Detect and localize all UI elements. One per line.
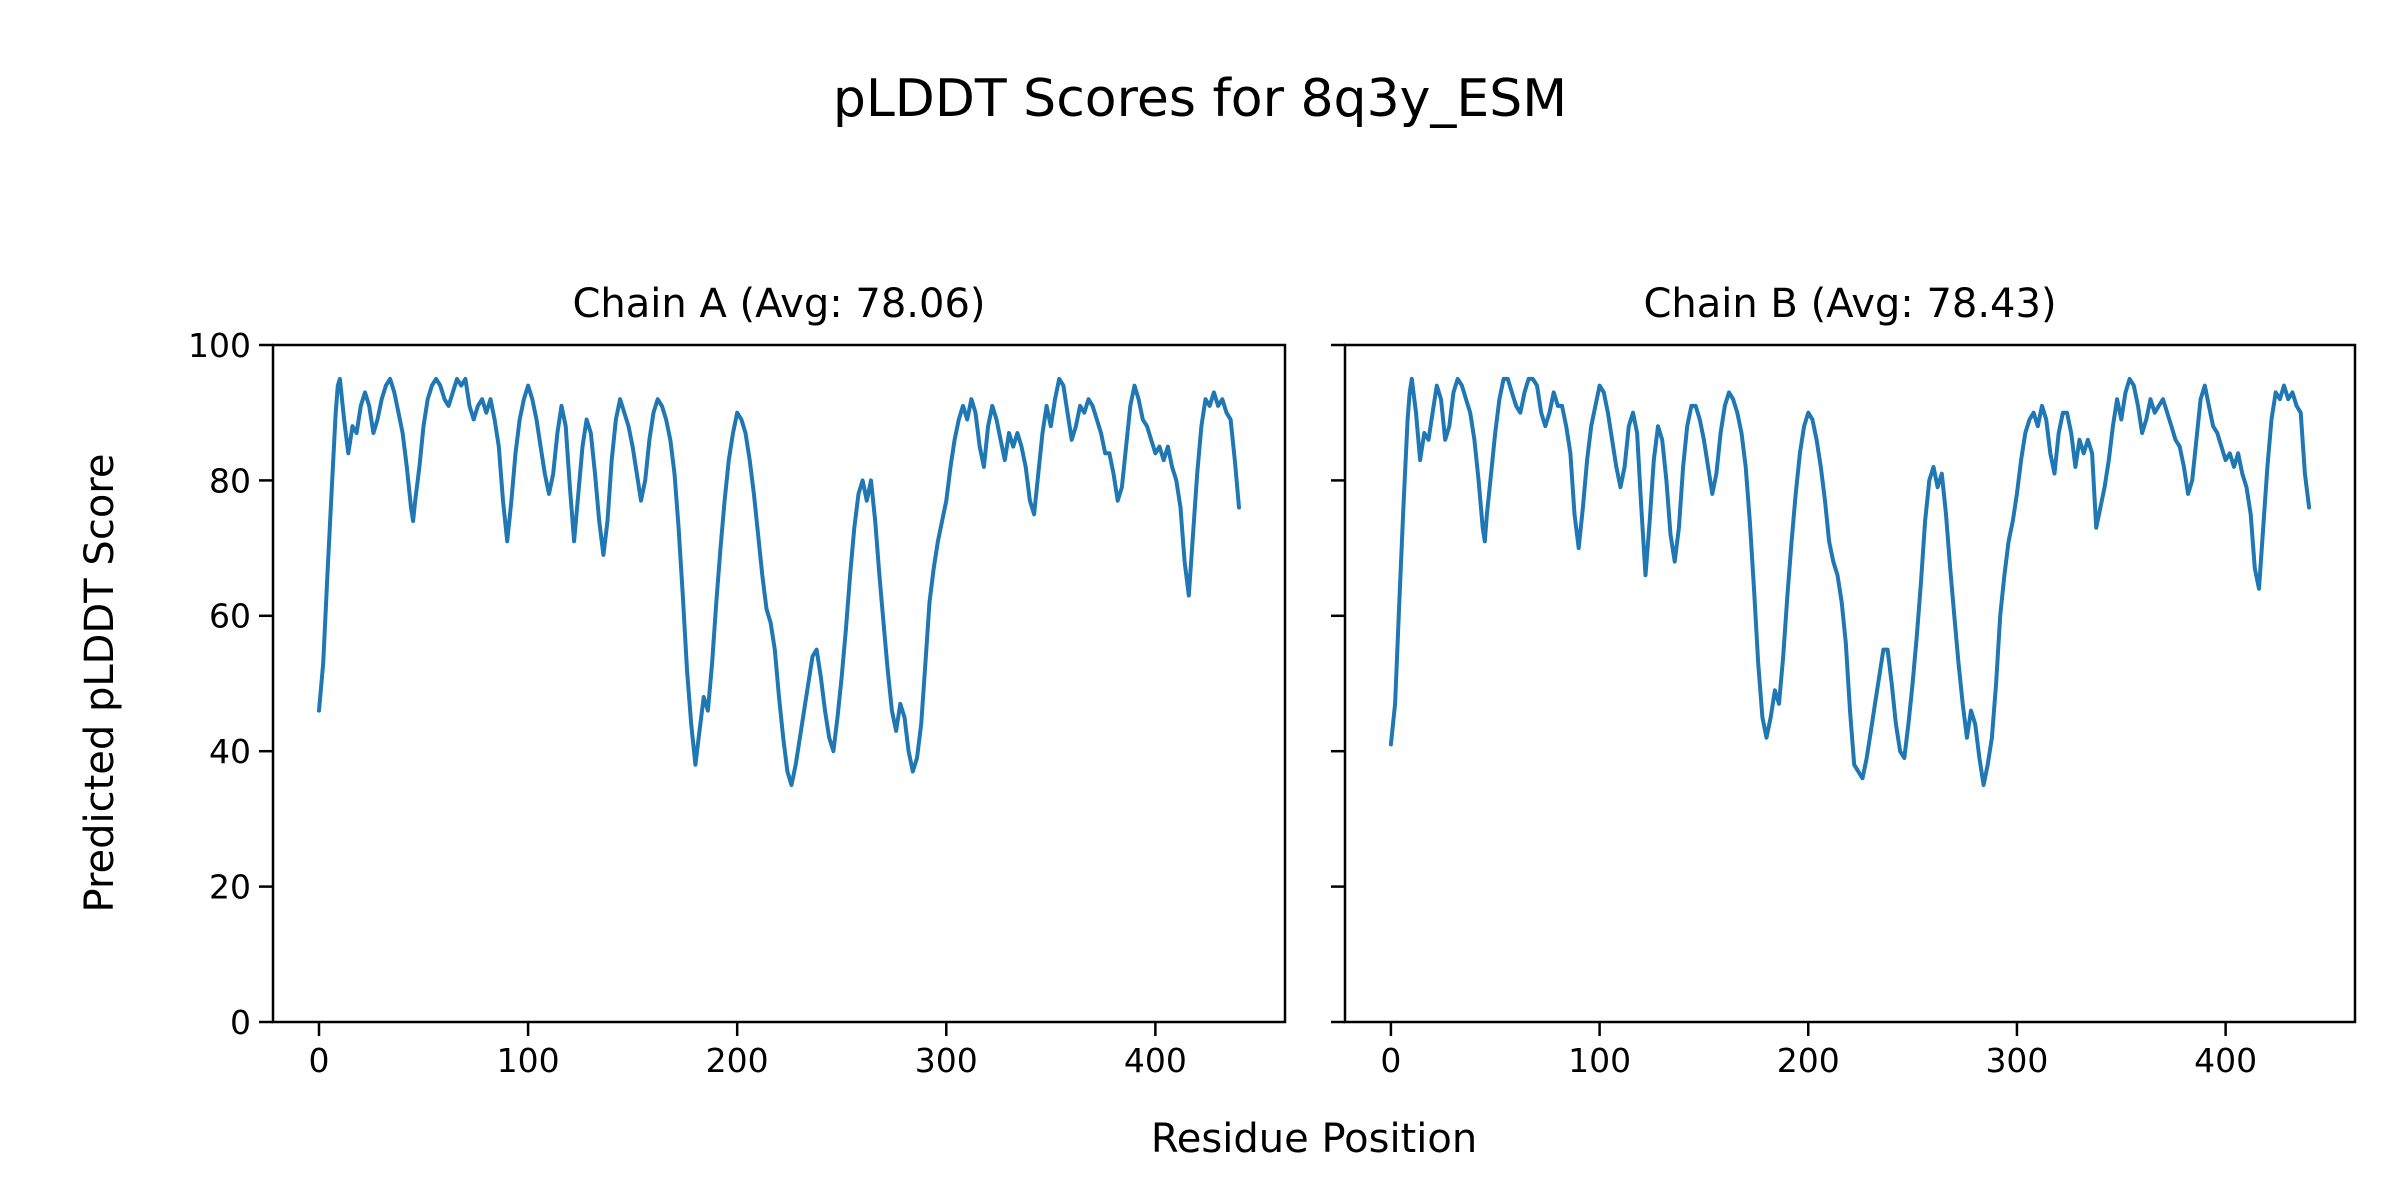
chain-a-plddt-line [317, 376, 1241, 787]
chain-b-subplot-title: Chain B (Avg: 78.43) [1643, 281, 2057, 327]
chain-a-subplot-title: Chain A (Avg: 78.06) [572, 281, 986, 327]
chain-a-x-tick-label: 200 [706, 1041, 769, 1080]
chain-b-plot-area [1343, 343, 2357, 1024]
chain-a-plot-area [271, 343, 1287, 1024]
chain-b-x-tick-label: 400 [2194, 1041, 2257, 1080]
chain-b-x-tick-label: 300 [1985, 1041, 2048, 1080]
chain-a-y-tick-label: 0 [230, 1003, 251, 1042]
chain-b-x-tick-label: 100 [1568, 1041, 1631, 1080]
chain-a-y-tick-label: 100 [188, 326, 251, 365]
chain-a-y-tick-label: 20 [209, 867, 251, 906]
chain-a-y-tick-label: 40 [209, 732, 251, 771]
chain-a-y-tick-label: 60 [209, 597, 251, 636]
chain-a-x-tick-label: 300 [915, 1041, 978, 1080]
chain-b-x-tick-label: 0 [1380, 1041, 1401, 1080]
figure-title: pLDDT Scores for 8q3y_ESM [832, 69, 1568, 129]
chain-a-y-tick-label: 80 [209, 461, 251, 500]
chain-b-x-tick-label: 200 [1777, 1041, 1840, 1080]
x-axis-label: Residue Position [1150, 1116, 1478, 1162]
chain-a-x-tick-label: 100 [497, 1041, 560, 1080]
chain-a-x-tick-label: 0 [309, 1041, 330, 1080]
chain-a-x-tick-label: 400 [1124, 1041, 1187, 1080]
chain-b-plddt-line [1388, 376, 2312, 787]
